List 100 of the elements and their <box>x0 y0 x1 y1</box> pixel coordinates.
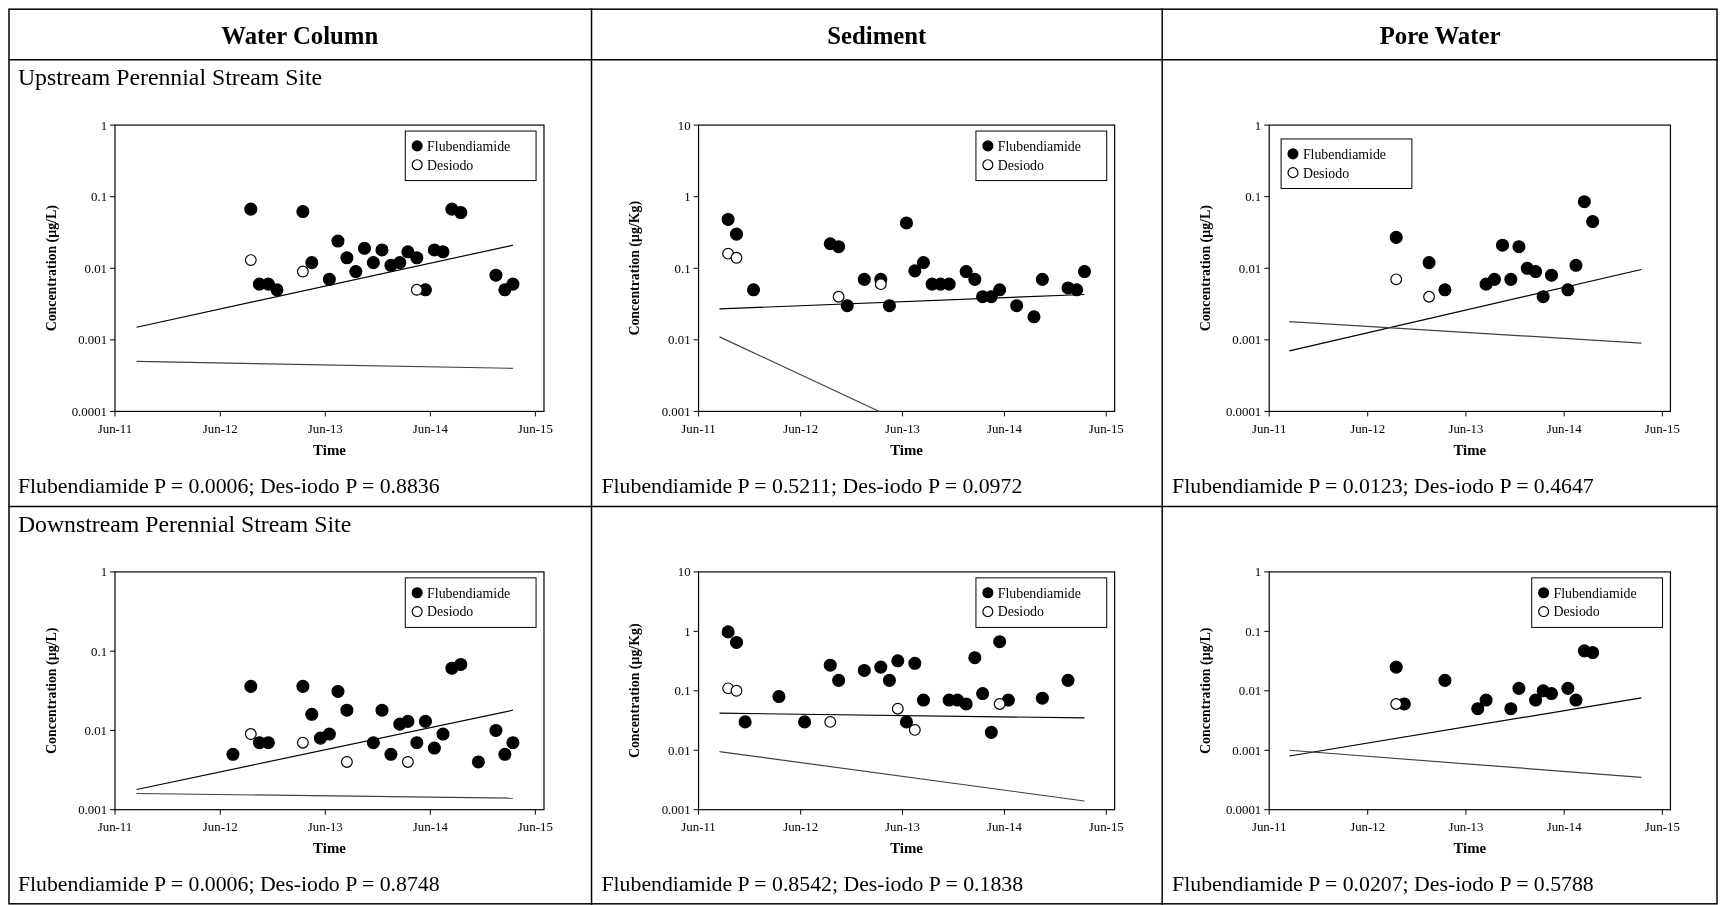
x-axis-title: Time <box>1453 840 1487 857</box>
text: Flubendiamide P = 0.5211; Des-iodo P = 0.0972 <box>601 473 1023 498</box>
point <box>489 268 503 282</box>
point <box>305 256 319 270</box>
y-tick-label: 0.01 <box>668 333 691 348</box>
x-tick-label: Jun-13 <box>307 820 343 835</box>
point <box>296 679 310 693</box>
point <box>1536 290 1550 304</box>
point <box>874 660 888 674</box>
y-tick-label: 0.001 <box>661 803 691 818</box>
legend-label: Flubendiamide <box>1553 585 1637 601</box>
point <box>798 715 812 729</box>
point <box>270 283 284 297</box>
chart-title: Water Column <box>221 21 379 49</box>
x-tick-label: Jun-12 <box>1350 422 1386 437</box>
x-tick-label: Jun-11 <box>97 820 133 835</box>
point <box>899 216 913 230</box>
point <box>1061 673 1075 687</box>
point <box>418 714 432 728</box>
point <box>498 747 512 761</box>
x-axis-title: Time <box>1453 442 1487 459</box>
point <box>984 725 998 739</box>
legend-label: Flubendiamide <box>997 138 1081 154</box>
y-tick-label: 0.1 <box>674 684 691 699</box>
y-tick-label: 0.001 <box>78 333 108 348</box>
x-tick-label: Jun-12 <box>202 422 238 437</box>
y-axis-title: Concentration (µg/L) <box>1197 205 1214 332</box>
point <box>1070 283 1084 297</box>
point <box>410 736 424 750</box>
x-tick-label: Jun-13 <box>1448 422 1484 437</box>
point <box>261 736 275 750</box>
y-tick-label: 0.001 <box>1232 333 1262 348</box>
point <box>226 747 240 761</box>
point <box>244 679 258 693</box>
point <box>340 756 353 768</box>
x-tick-label: Jun-12 <box>783 820 819 835</box>
point <box>1471 702 1485 716</box>
point <box>899 715 913 729</box>
x-tick-label: Jun-14 <box>1546 422 1583 437</box>
x-tick-label: Jun-13 <box>307 422 343 437</box>
y-tick-label: 0.01 <box>84 261 108 276</box>
point <box>296 205 310 219</box>
point <box>1569 258 1583 272</box>
x-axis-title: Time <box>890 840 924 857</box>
x-tick-label: Jun-14 <box>412 422 449 437</box>
y-tick-label: 0.1 <box>1245 624 1262 639</box>
y-tick-label: 0.01 <box>84 723 108 738</box>
y-tick-label: 0.0001 <box>1225 803 1262 818</box>
point <box>738 715 752 729</box>
point <box>968 272 982 286</box>
point <box>454 657 468 671</box>
x-axis-title: Time <box>313 442 347 459</box>
x-axis-title: Time <box>890 442 924 459</box>
point <box>772 690 786 704</box>
x-tick-label: Jun-12 <box>202 820 238 835</box>
point <box>375 703 389 717</box>
y-tick-label: 10 <box>677 565 691 580</box>
point <box>959 697 973 711</box>
point <box>506 736 520 750</box>
legend-label: Flubendiamide <box>427 585 511 601</box>
point <box>942 277 956 291</box>
text: Flubendiamide P = 0.0006; Des-iodo P = 0.8748 <box>17 871 440 896</box>
point <box>1569 693 1583 707</box>
point <box>729 227 744 241</box>
point <box>721 212 735 227</box>
point <box>1561 283 1575 297</box>
point <box>1504 272 1518 286</box>
point <box>436 245 450 259</box>
y-tick-label: 0.001 <box>1232 743 1262 758</box>
legend-label: Desiodo <box>1553 604 1600 620</box>
point <box>471 755 485 769</box>
x-tick-label: Jun-15 <box>517 820 553 835</box>
point <box>296 736 309 749</box>
legend-label: Desiodo <box>427 604 474 620</box>
y-tick-label: 0.01 <box>1238 684 1262 699</box>
point <box>393 256 407 270</box>
text: Flubendiamide P = 0.0123; Des-iodo P = 0.4647 <box>1172 473 1594 498</box>
y-axis-title: Concentration (µg/Kg) <box>627 200 644 336</box>
point <box>340 703 354 717</box>
point <box>375 243 389 257</box>
x-tick-label: Jun-11 <box>1251 422 1287 437</box>
x-tick-label: Jun-15 <box>1088 422 1124 437</box>
point <box>296 265 309 278</box>
y-tick-label: 0.001 <box>78 803 108 818</box>
point <box>384 747 398 761</box>
point <box>908 723 921 736</box>
point <box>1422 256 1436 270</box>
point <box>721 625 735 639</box>
text: Flubendiamide P = 0.8542; Des-iodo P = 0.1838 <box>601 871 1024 896</box>
point <box>349 264 363 279</box>
point <box>1027 310 1041 324</box>
x-tick-label: Jun-13 <box>885 422 921 437</box>
point <box>244 202 258 216</box>
y-tick-label: 0.1 <box>90 644 108 659</box>
point <box>340 251 354 265</box>
point <box>410 283 423 296</box>
point <box>1010 299 1024 313</box>
point <box>331 234 345 248</box>
point <box>244 254 257 267</box>
point <box>891 654 905 668</box>
